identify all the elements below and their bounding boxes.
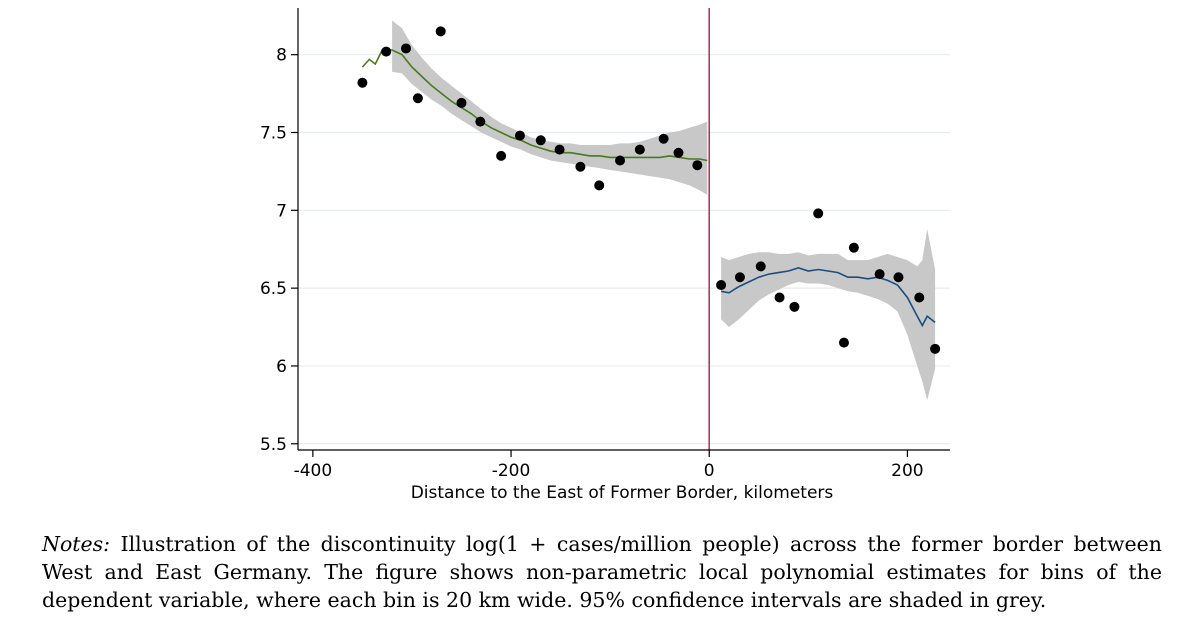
x-tick-label: 0 bbox=[704, 461, 715, 481]
bin-point bbox=[734, 272, 745, 283]
y-tick-label: 6 bbox=[276, 357, 287, 377]
bin-point bbox=[535, 135, 546, 146]
fit-lines bbox=[361, 49, 936, 328]
x-tick-label: -200 bbox=[492, 461, 531, 481]
bin-point bbox=[381, 46, 392, 57]
y-tick-label: 7 bbox=[276, 201, 287, 221]
bin-point bbox=[456, 97, 467, 108]
bin-point bbox=[594, 180, 605, 191]
ci-band-west bbox=[392, 20, 708, 195]
bin-point bbox=[774, 292, 785, 303]
notes-lead: Notes: bbox=[42, 532, 111, 556]
bin-point bbox=[634, 144, 645, 155]
bin-point bbox=[716, 280, 727, 291]
y-tick-label: 7.5 bbox=[260, 124, 287, 144]
bin-point bbox=[893, 272, 904, 283]
x-tick-label: -400 bbox=[294, 461, 333, 481]
bin-point bbox=[575, 161, 586, 172]
bin-point bbox=[554, 144, 565, 155]
bin-point bbox=[412, 93, 423, 104]
bin-point bbox=[357, 77, 368, 88]
x-tick-label: 200 bbox=[891, 461, 923, 481]
bin-point bbox=[496, 150, 507, 161]
bin-point bbox=[673, 147, 684, 158]
fit-line-east bbox=[720, 267, 936, 328]
y-tick-label: 8 bbox=[276, 46, 287, 66]
bin-point bbox=[914, 292, 925, 303]
x-axis-title: Distance to the East of Former Border, k… bbox=[411, 483, 834, 503]
figure-notes: Notes: Illustration of the discontinuity… bbox=[42, 530, 1162, 614]
bin-point bbox=[755, 261, 766, 272]
bin-point bbox=[475, 116, 486, 127]
bin-point bbox=[848, 242, 859, 253]
bin-point bbox=[838, 337, 849, 348]
bin-point bbox=[435, 26, 446, 37]
ci-band-east bbox=[721, 229, 936, 401]
bin-point bbox=[789, 301, 800, 312]
notes-text: Illustration of the discontinuity log(1 … bbox=[42, 532, 1162, 612]
y-tick-label: 5.5 bbox=[260, 435, 287, 455]
bin-point bbox=[401, 43, 412, 54]
bin-point bbox=[615, 155, 626, 166]
bin-point bbox=[813, 208, 824, 219]
bin-point bbox=[874, 269, 885, 280]
bin-point bbox=[514, 130, 525, 141]
y-tick-label: 6.5 bbox=[260, 279, 287, 299]
rd-plot: 5.5 6 6.5 7 7.5 8 -400 -200 0 200 Distance to the… bbox=[260, 8, 950, 503]
fit-line-west bbox=[361, 49, 708, 162]
bin-point bbox=[658, 133, 669, 144]
bin-points bbox=[357, 26, 941, 354]
bin-point bbox=[692, 160, 703, 171]
bin-point bbox=[930, 343, 941, 354]
axes: 5.5 6 6.5 7 7.5 8 -400 -200 0 200 bbox=[260, 8, 950, 481]
